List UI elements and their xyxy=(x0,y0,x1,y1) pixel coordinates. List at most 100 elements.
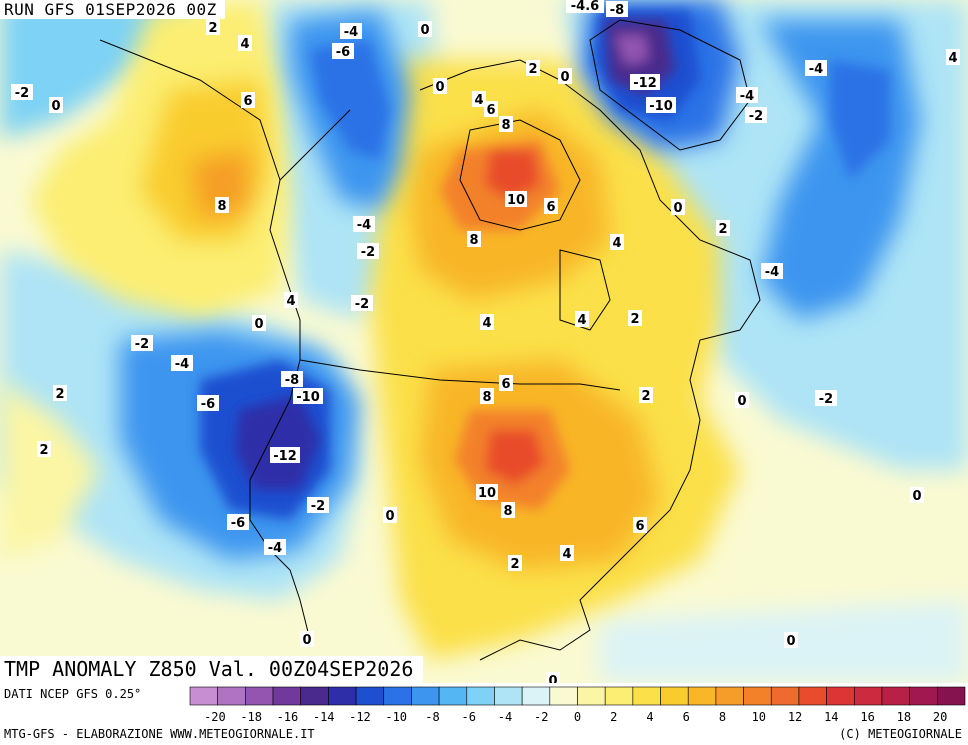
contour-label-bg xyxy=(281,371,303,387)
contour-label: -6 xyxy=(201,397,215,412)
contour-label: 0 xyxy=(737,394,746,409)
contour-label: -6 xyxy=(231,516,245,531)
contour-label-bg xyxy=(499,116,513,132)
colorbar-swatch xyxy=(521,686,551,706)
contour-label: 2 xyxy=(641,389,650,404)
contour-label: -2 xyxy=(361,245,375,260)
contour-label-bg xyxy=(238,35,252,51)
contour-label: 2 xyxy=(630,312,639,327)
colorbar-swatch xyxy=(826,686,855,706)
contour-label: 2 xyxy=(39,443,48,458)
contour-label-bg xyxy=(11,84,33,100)
colorbar-swatch xyxy=(328,686,357,706)
contour-label-bg xyxy=(467,231,481,247)
colorbar-swatch xyxy=(937,686,966,706)
colorbar-tick-label: 16 xyxy=(860,710,874,724)
contour-label-bg xyxy=(351,295,373,311)
contour-label-bg xyxy=(560,545,574,561)
contour-label: -2 xyxy=(15,86,29,101)
contour-label-bg xyxy=(805,60,827,76)
colorbar-tick-label: 10 xyxy=(752,710,766,724)
contour-label: 2 xyxy=(510,557,519,572)
contour-label: 4 xyxy=(577,313,586,328)
contour-label-bg xyxy=(745,107,767,123)
contour-label: 4 xyxy=(286,294,295,309)
contour-label: 4 xyxy=(474,93,483,108)
contour-label-bg xyxy=(558,68,572,84)
contour-label: -4 xyxy=(740,89,754,104)
contour-label-bg xyxy=(264,539,286,555)
contour-label-bg xyxy=(215,197,229,213)
contour-label-bg xyxy=(505,191,527,207)
contour-label-bg xyxy=(526,60,540,76)
credit-right: (C) METEOGIORNALE xyxy=(839,727,962,741)
contour-label-bg xyxy=(357,243,379,259)
contour-label-bg xyxy=(37,441,51,457)
contour-label: -2 xyxy=(311,499,325,514)
contour-label-bg xyxy=(332,43,354,59)
colorbar-tick-label: 6 xyxy=(683,710,690,724)
contour-label-bg xyxy=(575,311,589,327)
contour-label-bg xyxy=(630,74,660,90)
contour-label: 2 xyxy=(528,62,537,77)
contour-label-bg xyxy=(761,263,783,279)
colorbar-swatch xyxy=(300,686,329,706)
colorbar-tick-label: -18 xyxy=(240,710,262,724)
contour-label-bg xyxy=(606,1,628,17)
contour-label: 0 xyxy=(302,633,311,648)
colorbar-swatch xyxy=(604,686,634,706)
contour-label-bg xyxy=(546,672,560,683)
contour-label: 0 xyxy=(420,23,429,38)
contour-label: 0 xyxy=(435,80,444,95)
colorbar-tick-label: -4 xyxy=(498,710,512,724)
colorbar-swatch xyxy=(217,686,246,706)
contour-label-bg xyxy=(628,310,642,326)
contour-label-bg xyxy=(736,87,758,103)
contour-label: 0 xyxy=(385,509,394,524)
contour-label: 4 xyxy=(482,316,491,331)
contour-label: 10 xyxy=(478,486,496,501)
contour-label-bg xyxy=(480,388,494,404)
colorbar-swatch xyxy=(881,686,910,706)
contour-label-bg xyxy=(646,97,676,113)
contour-label: 0 xyxy=(254,317,263,332)
colorbar-swatch xyxy=(632,686,661,706)
contour-label: 0 xyxy=(548,674,557,683)
contour-label: -10 xyxy=(649,99,673,114)
contour-label: 8 xyxy=(501,118,510,133)
contour-label-bg xyxy=(340,23,362,39)
contour-label: 10 xyxy=(507,193,525,208)
contour-label: -10 xyxy=(296,390,320,405)
contour-label: -6 xyxy=(336,45,350,60)
contour-label: 8 xyxy=(217,199,226,214)
colorbar-swatch xyxy=(549,686,578,706)
colorbar-tick-label: -14 xyxy=(313,710,335,724)
contour-label: 8 xyxy=(503,504,512,519)
colorbar-tick-label: 18 xyxy=(897,710,911,724)
contour-label-bg xyxy=(284,292,298,308)
colorbar-swatch xyxy=(743,686,772,706)
legend-panel: DATI NCEP GFS 0.25° -20 -18 -16 -14 -12 -10 -8… xyxy=(0,683,968,745)
colorbar-tick-label: 14 xyxy=(824,710,838,724)
contour-label-bg xyxy=(49,97,63,113)
contour-label: -2 xyxy=(819,392,833,407)
contour-label: -4 xyxy=(344,25,358,40)
contour-label-bg xyxy=(270,447,300,463)
contour-label: -2 xyxy=(749,109,763,124)
contour-label-bg xyxy=(293,388,323,404)
colorbar-swatch xyxy=(660,686,689,706)
contour-label: 0 xyxy=(786,634,795,649)
contour-label: -4 xyxy=(175,357,189,372)
contour-label: -4 xyxy=(809,62,823,77)
contour-label-bg xyxy=(910,487,924,503)
contour-label: 8 xyxy=(469,233,478,248)
contour-label: -2 xyxy=(135,337,149,352)
contour-label-bg xyxy=(501,502,515,518)
colorbar-tick-label: 0 xyxy=(574,710,581,724)
contour-label: 4 xyxy=(948,51,957,66)
colorbar-swatch xyxy=(853,686,883,706)
run-label: RUN GFS 01SEP2026 00Z xyxy=(0,0,225,19)
